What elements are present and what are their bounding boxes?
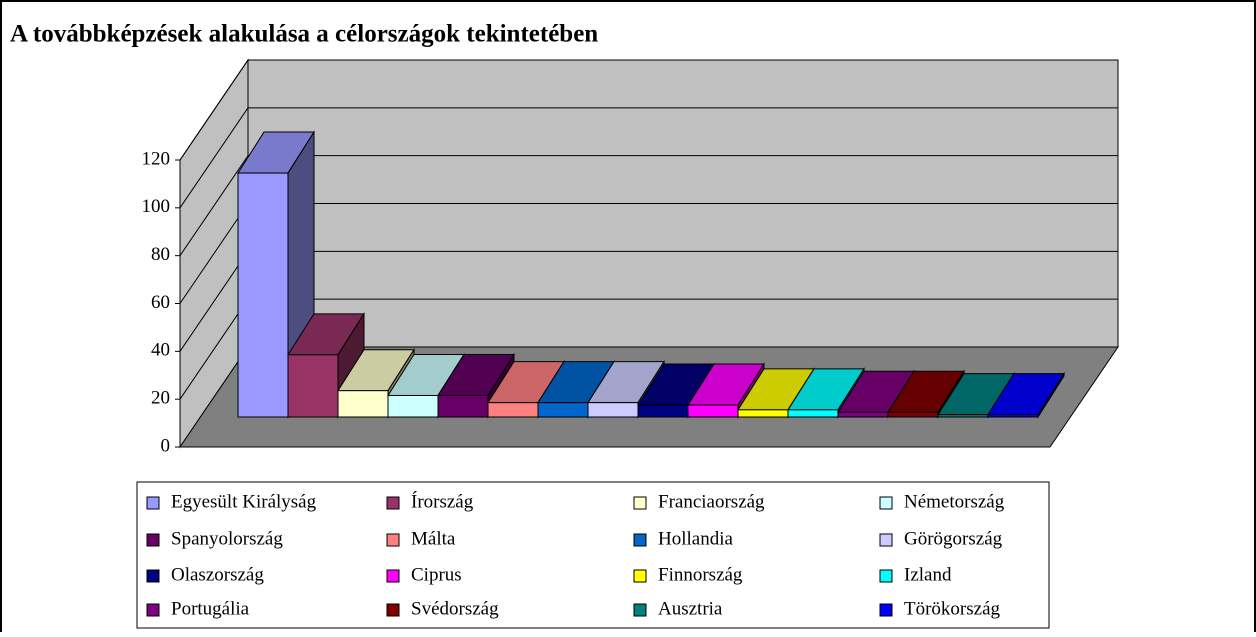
y-tick-label: 100 (142, 196, 171, 217)
legend-swatch (633, 603, 647, 617)
y-tick-label: 40 (151, 340, 170, 361)
bar (487, 402, 539, 418)
grid-line (179, 298, 249, 400)
legend-swatch (633, 569, 647, 583)
legend-swatch (386, 569, 400, 583)
bar (687, 404, 739, 418)
legend-label: Hollandia (658, 528, 733, 549)
legend-label: Olaszország (171, 564, 264, 585)
y-tick-label: 120 (142, 148, 171, 169)
bar (587, 402, 639, 418)
legend-swatch (386, 496, 400, 510)
legend-swatch (879, 533, 893, 547)
legend-label: Törökország (904, 598, 1001, 619)
legend-label: Franciaország (658, 491, 765, 512)
legend-label: Írország (411, 490, 474, 512)
grid-line (179, 203, 249, 304)
bar (537, 402, 589, 418)
legend-label: Ausztria (658, 598, 723, 619)
y-tick-label: 20 (151, 388, 170, 409)
bar (737, 409, 789, 418)
bar (437, 394, 489, 418)
bar (887, 411, 939, 418)
legend-swatch (146, 533, 160, 547)
legend-label: Málta (411, 528, 456, 549)
bar (987, 414, 1039, 418)
legend-swatch (879, 496, 893, 510)
legend-label: Egyesült Királyság (171, 491, 317, 512)
chart-title: A továbbképzések alakulása a célországok… (10, 21, 598, 48)
grid-line (179, 59, 249, 161)
legend-swatch (879, 569, 893, 583)
legend-swatch (633, 533, 647, 547)
bar (237, 172, 289, 418)
legend-label: Finnország (658, 564, 743, 585)
bar (937, 414, 989, 418)
legend-swatch (386, 603, 400, 617)
legend-label: Görögország (904, 528, 1003, 549)
bar (287, 354, 339, 418)
bar (387, 394, 439, 418)
legend-label: Ciprus (411, 564, 462, 585)
y-tick-label: 80 (151, 244, 170, 265)
grid-line (179, 107, 249, 209)
y-tick-label: 0 (161, 435, 171, 456)
bar (787, 409, 839, 418)
legend-label: Svédország (411, 598, 499, 619)
bar (337, 390, 389, 418)
legend-label: Spanyolország (171, 528, 283, 549)
bar (837, 411, 889, 418)
legend-swatch (146, 603, 160, 617)
legend-swatch (146, 569, 160, 583)
legend-swatch (879, 603, 893, 617)
grid-line (179, 155, 249, 256)
legend-swatch (633, 496, 647, 510)
y-tick-label: 60 (151, 292, 170, 313)
legend-swatch (146, 496, 160, 510)
legend (136, 481, 1050, 629)
legend-label: Izland (904, 564, 952, 585)
legend-label: Németország (904, 491, 1005, 512)
bar (637, 404, 689, 418)
legend-label: Portugália (171, 598, 250, 619)
legend-swatch (386, 533, 400, 547)
grid-line (179, 251, 249, 352)
